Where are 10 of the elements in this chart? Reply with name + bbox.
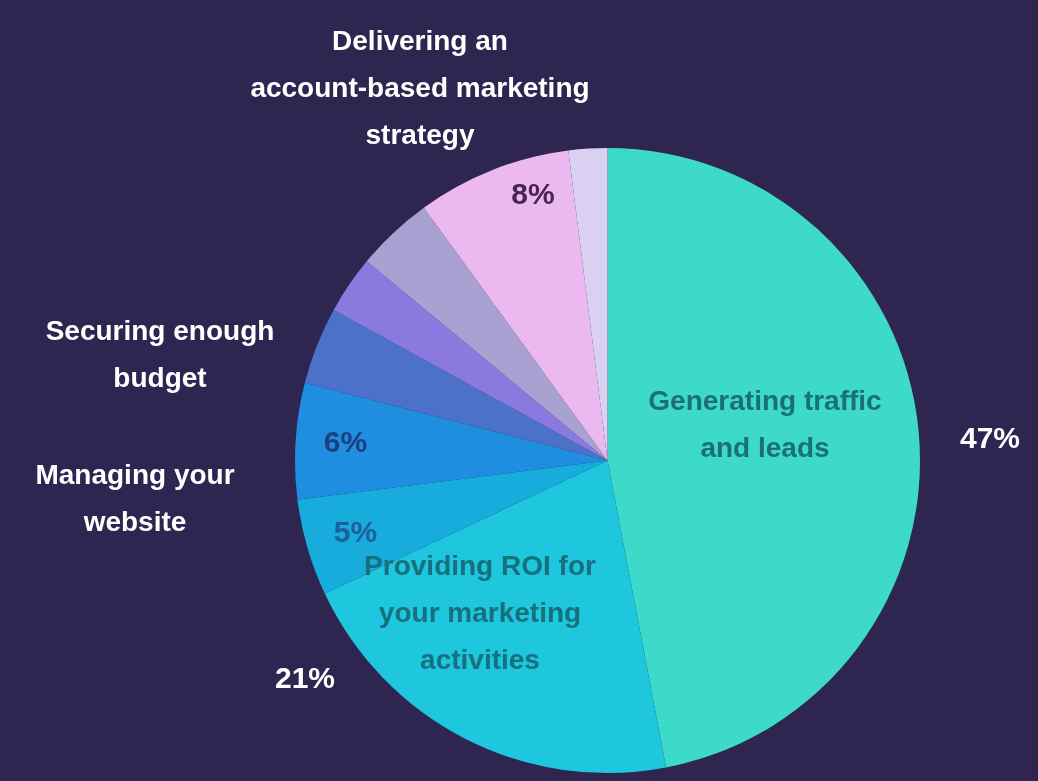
data-label: 21% bbox=[274, 661, 336, 695]
data-label: 6% bbox=[323, 425, 368, 459]
data-label: 47% bbox=[959, 421, 1021, 455]
slice-label: Managing your website bbox=[35, 458, 235, 537]
slice-label: Delivering an account-based marketing strategy bbox=[250, 24, 590, 150]
slice-label: Generating traffic and leads bbox=[648, 384, 882, 463]
slice-label: Providing ROI for your marketing activities bbox=[364, 549, 596, 675]
data-label: 8% bbox=[511, 177, 555, 211]
slice-label: Securing enough budget bbox=[45, 314, 275, 393]
data-label: 5% bbox=[333, 515, 378, 548]
